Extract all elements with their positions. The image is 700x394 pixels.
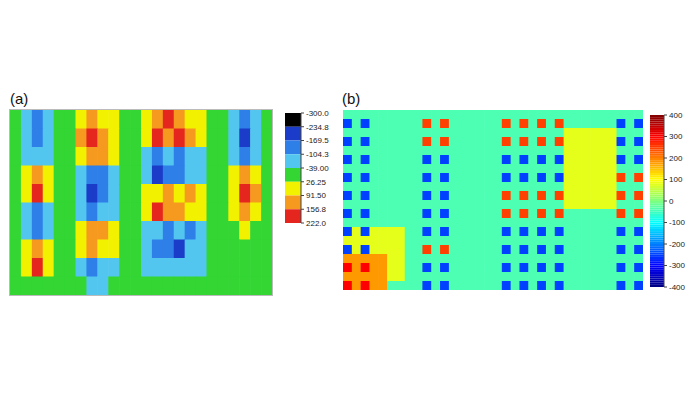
svg-text:200: 200 [669, 154, 683, 163]
svg-text:-300: -300 [669, 261, 686, 270]
svg-text:400: 400 [669, 111, 683, 120]
svg-text:-169.5: -169.5 [306, 136, 329, 145]
svg-text:-100: -100 [669, 218, 686, 227]
svg-text:-104.3: -104.3 [306, 150, 329, 159]
svg-text:-200: -200 [669, 240, 686, 249]
svg-text:-300.0: -300.0 [306, 109, 329, 118]
html-text:(a): (a) [10, 90, 29, 107]
svg-text:156.8: 156.8 [306, 205, 327, 214]
html-text:(b): (b) [342, 90, 361, 107]
svg-text:91.50: 91.50 [306, 191, 327, 200]
svg-text:100: 100 [669, 175, 683, 184]
svg-text:300: 300 [669, 132, 683, 141]
svg-text:222.0: 222.0 [306, 219, 327, 228]
svg-text:-234.8: -234.8 [306, 123, 329, 132]
svg-text:26.25: 26.25 [306, 178, 327, 187]
svg-text:-400: -400 [669, 283, 686, 292]
svg-text:0: 0 [669, 197, 674, 206]
svg-text:-39.00: -39.00 [306, 164, 329, 173]
